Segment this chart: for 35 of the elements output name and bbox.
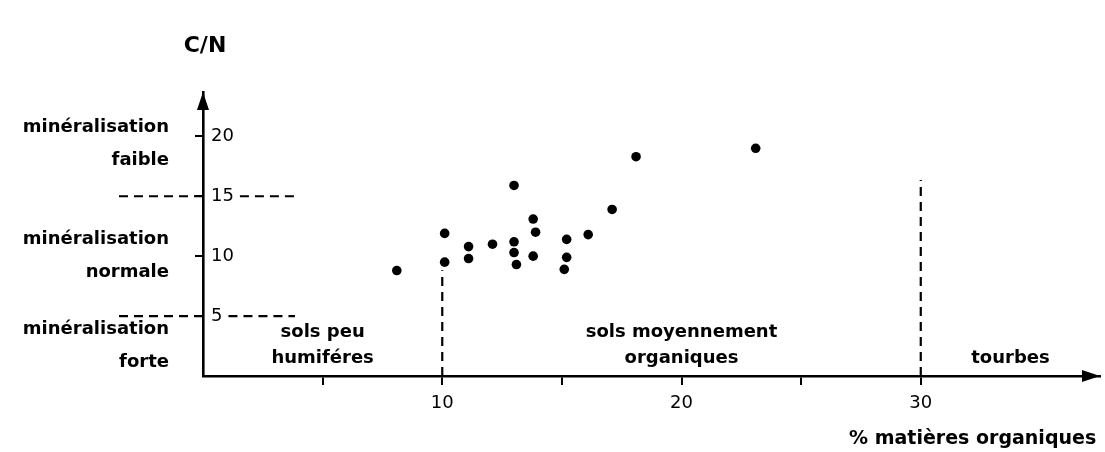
- point: [487, 239, 498, 249]
- point: [583, 229, 593, 240]
- point: [631, 151, 641, 162]
- y-axis-title: C/N: [183, 31, 227, 57]
- point: [528, 214, 538, 224]
- text: minéralisation normale: [22, 227, 169, 282]
- point: [561, 252, 572, 263]
- y-tick-label: 20: [211, 124, 234, 146]
- annotation: sols peu humiféres: [271, 319, 374, 367]
- point: [530, 227, 541, 237]
- x-tick-label: 10: [430, 391, 454, 413]
- y-tick-label: 15: [211, 183, 234, 205]
- point: [607, 204, 617, 215]
- point: [559, 264, 570, 275]
- point: [439, 228, 450, 239]
- annotation: tourbes: [971, 345, 1050, 367]
- point: [509, 236, 519, 247]
- y-tick-label: 10: [211, 243, 234, 265]
- point: [750, 143, 761, 154]
- point: [392, 265, 402, 276]
- point: [463, 253, 474, 264]
- text: minéralisation forte: [22, 317, 169, 372]
- point: [463, 241, 474, 252]
- annotation: sols moyennement organiques: [585, 319, 778, 367]
- y-tick-label: 5: [211, 303, 223, 325]
- point: [509, 247, 519, 258]
- text: minéralisation faible: [22, 115, 169, 170]
- x-tick-label: 20: [670, 391, 693, 413]
- point: [528, 251, 538, 261]
- point: [439, 257, 450, 267]
- point: [511, 259, 522, 270]
- x-tick-label: 30: [909, 391, 933, 413]
- point: [509, 180, 519, 191]
- point: [561, 234, 572, 245]
- x-axis-title: % matières organiques: [849, 426, 1097, 448]
